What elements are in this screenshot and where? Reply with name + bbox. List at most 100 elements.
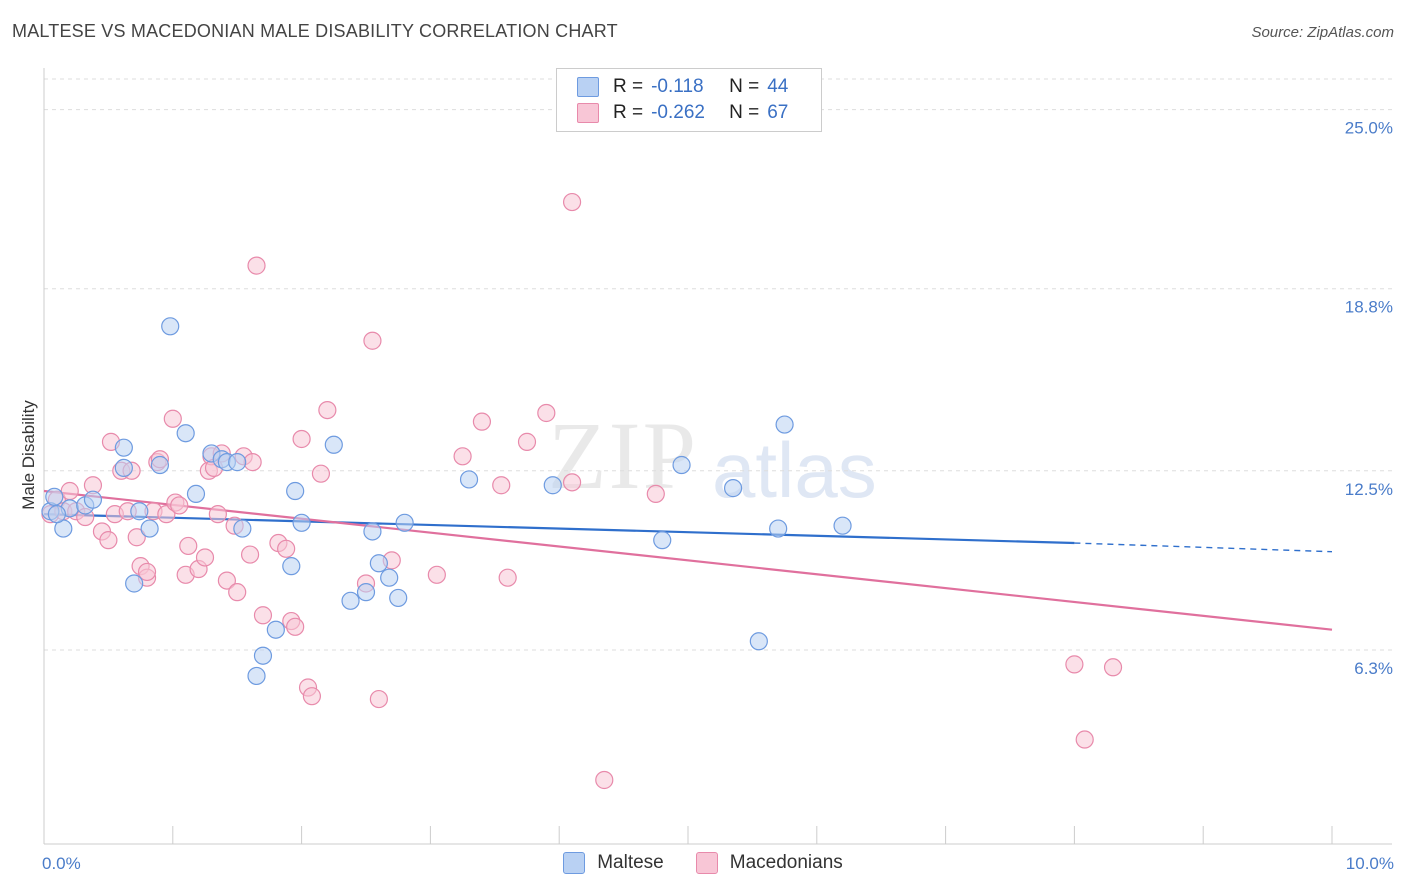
maltese-point: [47, 505, 66, 524]
maltese-point: [395, 513, 414, 532]
maltese-point: [749, 632, 768, 651]
macedonians-point: [1075, 730, 1094, 749]
macedonians-point: [369, 689, 388, 709]
r-value: -0.118: [651, 76, 704, 97]
macedonians-point: [240, 545, 260, 564]
macedonians-point: [562, 192, 582, 212]
source-label: Source: ZipAtlas.com: [1251, 24, 1394, 41]
maltese-point: [125, 574, 144, 593]
maltese-point: [266, 620, 285, 639]
macedonians-point: [292, 429, 311, 449]
maltese-point: [247, 666, 266, 686]
macedonians-trend-line: [43, 489, 1333, 631]
maltese-point: [543, 476, 562, 495]
macedonians-point: [228, 583, 247, 602]
maltese-point: [114, 458, 133, 477]
macedonians-swatch: [695, 852, 718, 874]
maltese-trend-extension: [1074, 542, 1333, 553]
maltese-point: [775, 415, 794, 434]
n-value: 67: [767, 102, 789, 123]
macedonians-point: [1065, 655, 1084, 674]
legend-row-maltese: R = -0.118 N = 44: [577, 75, 788, 99]
macedonians-point: [127, 528, 146, 547]
y-tick-label: 18.8%: [1345, 298, 1393, 317]
macedonians-point: [179, 536, 198, 556]
macedonians-point: [195, 548, 215, 567]
maltese-point: [150, 455, 170, 475]
maltese-point: [369, 554, 388, 573]
macedonians-point: [472, 412, 492, 431]
chart-title: MALTESE VS MACEDONIAN MALE DISABILITY CO…: [12, 21, 618, 41]
maltese-point: [833, 516, 852, 535]
maltese-point: [459, 470, 479, 489]
bottom-legend: Maltese Macedonians: [0, 852, 1406, 874]
n-label: N =: [729, 102, 760, 123]
macedonians-point: [60, 481, 79, 501]
macedonians-point: [311, 464, 331, 483]
macedonians-point: [217, 571, 236, 590]
macedonians-point: [595, 770, 614, 790]
maltese-point: [45, 487, 64, 506]
x-tick-label: 0.0%: [42, 854, 81, 873]
n-value: 44: [767, 76, 789, 97]
maltese-point: [723, 479, 743, 498]
legend-item-maltese[interactable]: Maltese: [563, 852, 664, 874]
maltese-point: [341, 591, 360, 610]
maltese-point: [363, 522, 382, 541]
macedonians-point: [99, 531, 118, 550]
macedonians-point: [208, 505, 227, 524]
x-tick-label: 10.0%: [1346, 854, 1394, 873]
maltese-point: [380, 568, 399, 587]
macedonians-point: [492, 476, 511, 495]
maltese-swatch: [577, 77, 599, 97]
maltese-point: [228, 453, 247, 472]
macedonians-point: [170, 496, 189, 515]
legend-row-macedonians: R = -0.262 N = 67: [577, 101, 788, 125]
maltese-point: [769, 519, 788, 538]
macedonians-point: [537, 403, 556, 423]
y-tick-label: 25.0%: [1345, 119, 1393, 138]
maltese-point: [253, 646, 273, 665]
tick-labels: 6.3% 12.5% 18.8% 25.0% 0.0% 10.0% Male Disabil…: [19, 119, 1394, 873]
trend-lines: [43, 489, 1333, 631]
maltese-trend-line: [43, 513, 1075, 545]
macedonians-point: [1103, 658, 1123, 677]
maltese-point: [324, 435, 343, 454]
maltese-point: [114, 438, 133, 457]
macedonians-point: [277, 539, 296, 558]
maltese-point: [176, 424, 195, 443]
macedonians-point: [427, 565, 446, 584]
macedonians-point: [498, 568, 517, 587]
macedonians-point: [318, 400, 337, 420]
maltese-point: [672, 455, 691, 475]
n-label: N =: [729, 76, 760, 97]
macedonians-point: [243, 453, 262, 472]
macedonians-point: [247, 256, 266, 275]
maltese-point: [389, 588, 408, 608]
maltese-point: [83, 490, 103, 509]
axes: [43, 68, 1392, 845]
maltese-point: [186, 484, 206, 504]
macedonians-point: [163, 409, 182, 428]
maltese-point: [292, 513, 311, 532]
macedonians-point: [253, 606, 273, 625]
r-value: -0.262: [651, 102, 705, 123]
stats-legend: R = -0.118 N = 44 R = -0.262 N = 67: [556, 68, 822, 132]
macedonians-point: [646, 484, 665, 504]
legend-item-macedonians[interactable]: Macedonians: [695, 852, 843, 874]
y-tick-label: 6.3%: [1354, 659, 1393, 678]
maltese-point: [161, 317, 180, 336]
macedonians-point: [453, 447, 472, 466]
maltese-point: [286, 481, 305, 501]
y-axis-label: Male Disability: [19, 400, 38, 510]
macedonians-point: [562, 473, 582, 492]
r-label: R =: [613, 102, 644, 123]
maltese-swatch: [563, 852, 586, 874]
macedonians-point: [302, 687, 322, 706]
maltese-point: [130, 502, 149, 521]
r-label: R =: [613, 76, 644, 97]
data-points: [41, 192, 1123, 790]
macedonians-point: [137, 562, 157, 582]
maltese-point: [653, 531, 672, 550]
